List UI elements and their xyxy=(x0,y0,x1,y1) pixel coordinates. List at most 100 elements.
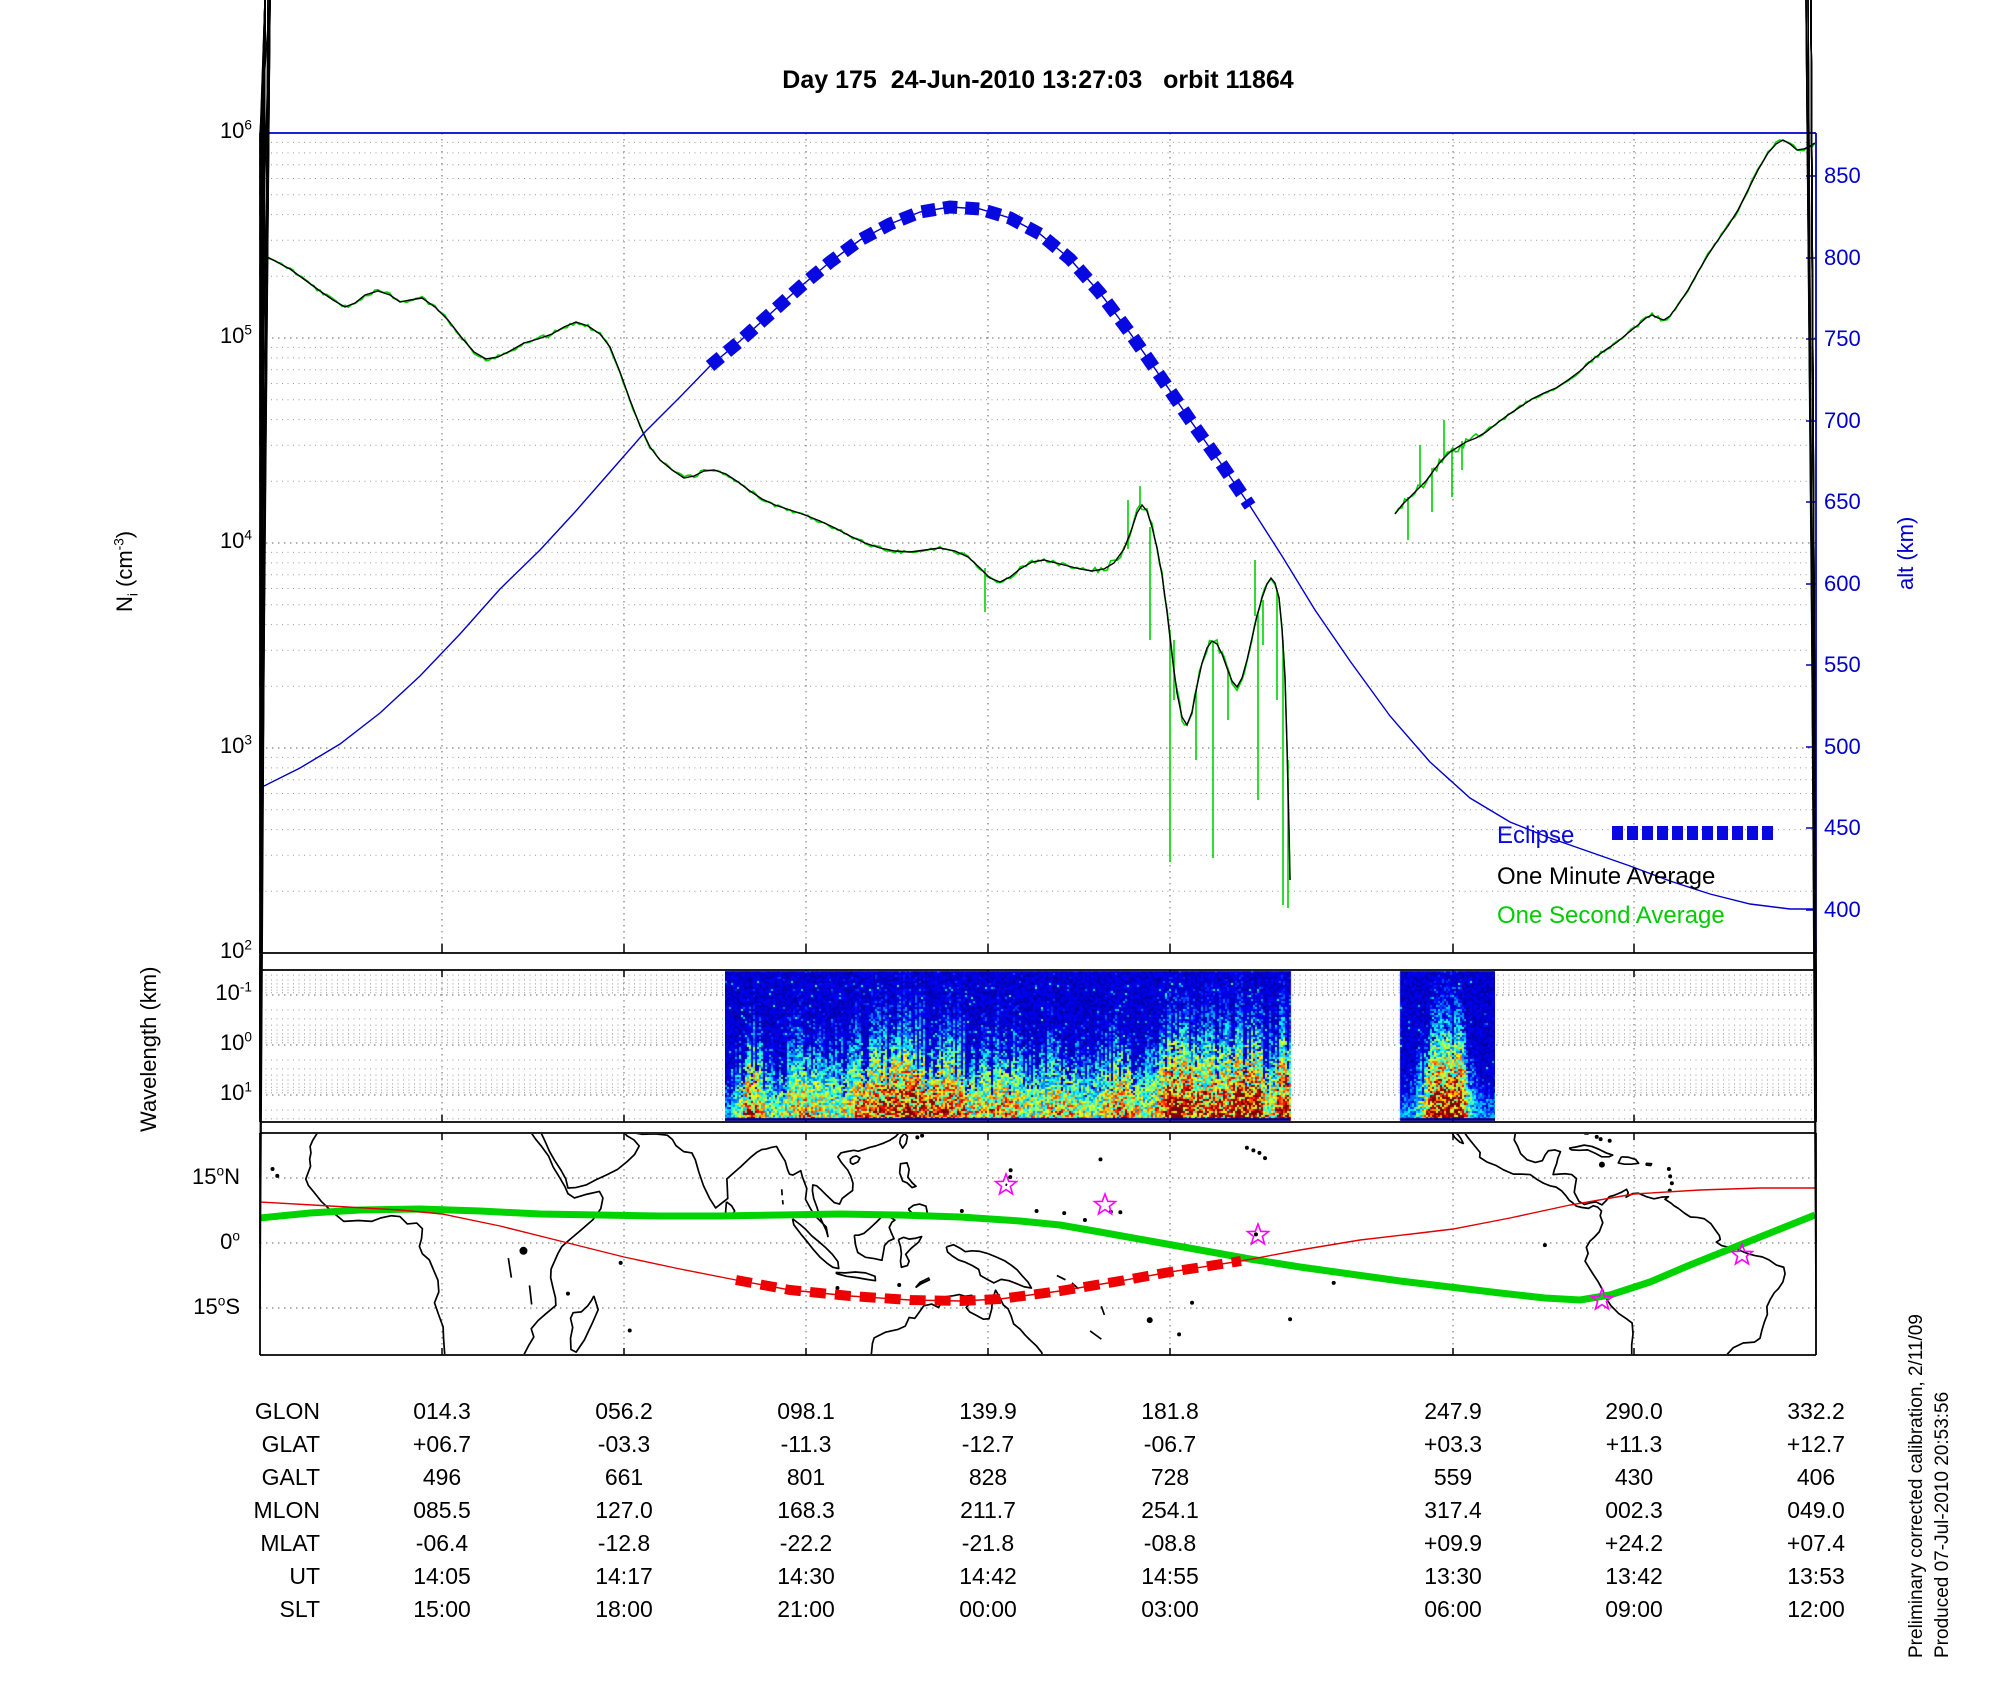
table-cell: +24.2 xyxy=(1604,1530,1664,1556)
table-cell: -11.3 xyxy=(780,1431,832,1457)
table-cell: -12.7 xyxy=(961,1431,1015,1457)
table-cell: 14:55 xyxy=(1141,1563,1199,1589)
table-cell: +09.9 xyxy=(1423,1530,1483,1556)
table-cell: 13:30 xyxy=(1424,1563,1482,1589)
table-cell: 21:00 xyxy=(777,1596,835,1622)
table-cell: +06.7 xyxy=(412,1431,472,1457)
map-lat-label: 15oN xyxy=(192,1163,240,1189)
table-cell: 14:30 xyxy=(777,1563,835,1589)
table-cell: -12.8 xyxy=(597,1530,651,1556)
table-row-label: GLON xyxy=(254,1398,320,1424)
table-row-label: GLAT xyxy=(261,1431,320,1457)
alt-tick-label: 400 xyxy=(1824,897,1861,922)
alt-tick-label: 600 xyxy=(1824,571,1861,596)
table-cell: 14:42 xyxy=(959,1563,1017,1589)
map-lat-label: 0o xyxy=(220,1228,240,1254)
ni-tick-label: 104 xyxy=(219,527,252,553)
table-cell: -21.8 xyxy=(961,1530,1015,1556)
ni-tick-label: 105 xyxy=(219,322,252,348)
table-row-label: MLON xyxy=(253,1497,320,1523)
table-cell: 09:00 xyxy=(1605,1596,1663,1622)
table-cell: +12.7 xyxy=(1786,1431,1846,1457)
ni-alt-plot xyxy=(261,139,1815,910)
alt-tick-label: 650 xyxy=(1824,489,1861,514)
table-cell: 496 xyxy=(422,1464,462,1490)
table-cell: 168.3 xyxy=(777,1497,835,1523)
table-row-label: GALT xyxy=(261,1464,320,1490)
table-cell: 14:17 xyxy=(595,1563,653,1589)
legend-eclipse: Eclipse xyxy=(1497,822,1575,849)
table-cell: 03:00 xyxy=(1141,1596,1199,1622)
wavelength-tick-label: 101 xyxy=(219,1079,252,1105)
ni-tick-label: 102 xyxy=(219,937,252,963)
table-cell: +07.4 xyxy=(1786,1530,1846,1556)
table-row-label: UT xyxy=(289,1563,320,1589)
plot-title: Day 175 24-Jun-2010 13:27:03 orbit 11864 xyxy=(782,66,1294,94)
table-row-label: SLT xyxy=(279,1596,320,1622)
alt-tick-label: 450 xyxy=(1824,815,1861,840)
table-cell: +11.3 xyxy=(1605,1431,1663,1457)
ni-axis-label: Ni (cm-3) xyxy=(111,530,141,612)
table-cell: 801 xyxy=(786,1464,826,1490)
table-cell: 332.2 xyxy=(1787,1398,1845,1424)
table-cell: 00:00 xyxy=(959,1596,1017,1622)
table-cell: 139.9 xyxy=(959,1398,1017,1424)
gridlines xyxy=(260,133,1816,1355)
alt-tick-label: 750 xyxy=(1824,326,1861,351)
table-cell: -22.2 xyxy=(779,1530,833,1556)
panel-frames xyxy=(259,0,1817,1356)
table-row-label: MLAT xyxy=(260,1530,320,1556)
table-cell: 247.9 xyxy=(1424,1398,1482,1424)
table-cell: -08.8 xyxy=(1143,1530,1197,1556)
wavelength-tick-label: 10-1 xyxy=(215,979,252,1005)
table-cell: 13:53 xyxy=(1787,1563,1845,1589)
table-cell: 15:00 xyxy=(413,1596,471,1622)
table-cell: 406 xyxy=(1796,1464,1836,1490)
table-cell: 06:00 xyxy=(1424,1596,1482,1622)
world-map xyxy=(261,1134,1815,1354)
table-cell: 317.4 xyxy=(1424,1497,1482,1523)
note-produced: Produced 07-Jul-2010 20:53:56 xyxy=(1932,1391,1953,1658)
wavelength-axis-label: Wavelength (km) xyxy=(136,966,161,1132)
table-cell: 559 xyxy=(1433,1464,1473,1490)
table-cell: 828 xyxy=(968,1464,1008,1490)
table-cell: 211.7 xyxy=(960,1497,1016,1523)
legend-one-second: One Second Average xyxy=(1497,902,1725,929)
note-calibration: Preliminary corrected calibration, 2/11/… xyxy=(1906,1314,1927,1658)
table-cell: +03.3 xyxy=(1423,1431,1483,1457)
table-cell: 661 xyxy=(604,1464,644,1490)
table-cell: 002.3 xyxy=(1605,1497,1663,1523)
legend-one-minute: One Minute Average xyxy=(1497,863,1716,890)
table-cell: -06.7 xyxy=(1143,1431,1197,1457)
wavelength-tick-label: 100 xyxy=(219,1029,252,1055)
table-cell: 098.1 xyxy=(777,1398,835,1424)
table-cell: 049.0 xyxy=(1787,1497,1845,1523)
alt-tick-label: 850 xyxy=(1824,163,1861,188)
table-cell: 18:00 xyxy=(595,1596,653,1622)
table-cell: 014.3 xyxy=(413,1398,471,1424)
table-cell: -03.3 xyxy=(597,1431,651,1457)
table-cell: 254.1 xyxy=(1141,1497,1199,1523)
table-cell: 127.0 xyxy=(595,1497,653,1523)
table-cell: 056.2 xyxy=(595,1398,653,1424)
table-cell: 728 xyxy=(1150,1464,1190,1490)
ni-tick-label: 106 xyxy=(219,117,252,143)
eclipse-legend-sample xyxy=(1612,826,1773,840)
table-cell: 290.0 xyxy=(1605,1398,1663,1424)
table-cell: 085.5 xyxy=(413,1497,471,1523)
table-cell: -06.4 xyxy=(415,1530,469,1556)
alt-tick-label: 800 xyxy=(1824,245,1861,270)
table-cell: 12:00 xyxy=(1787,1596,1845,1622)
table-cell: 14:05 xyxy=(413,1563,471,1589)
table-cell: 181.8 xyxy=(1141,1398,1199,1424)
map-lat-label: 15oS xyxy=(193,1293,240,1319)
spectrogram-canvas xyxy=(725,970,1495,1122)
table-cell: 13:42 xyxy=(1605,1563,1663,1589)
alt-tick-label: 500 xyxy=(1824,734,1861,759)
alt-tick-label: 700 xyxy=(1824,408,1861,433)
table-cell: 430 xyxy=(1614,1464,1654,1490)
ni-tick-label: 103 xyxy=(219,732,252,758)
alt-tick-label: 550 xyxy=(1824,652,1861,677)
